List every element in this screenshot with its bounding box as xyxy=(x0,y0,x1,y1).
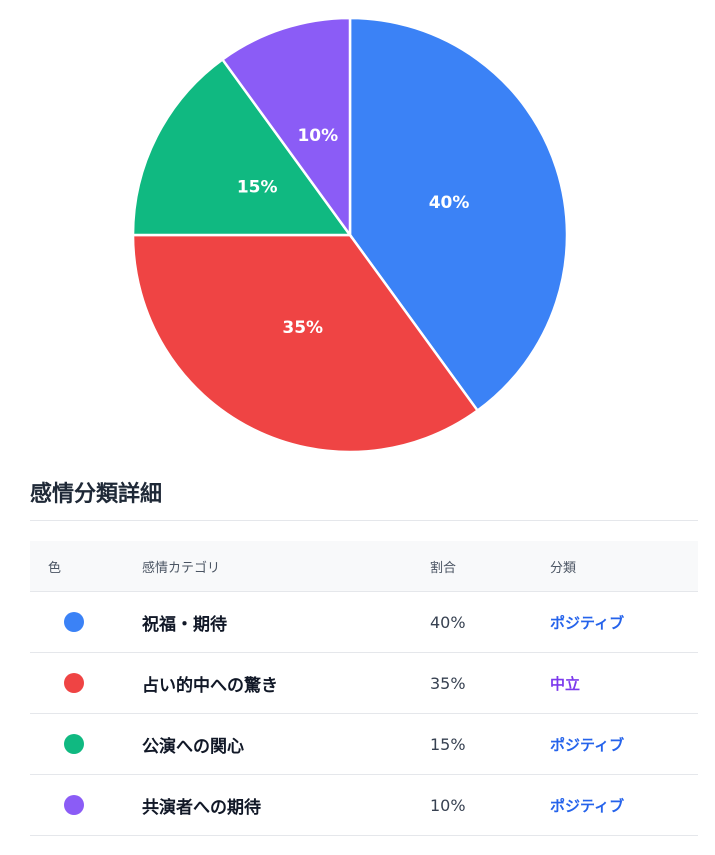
pie-slice-label: 10% xyxy=(297,126,338,146)
details-table: 色 感情カテゴリ 割合 分類 祝福・期待 40% ポジティブ 占い的中への驚き … xyxy=(30,541,698,836)
category-label: 共演者への期待 xyxy=(142,797,261,818)
table-row: 祝福・期待 40% ポジティブ xyxy=(30,592,698,653)
category-label: 祝福・期待 xyxy=(142,614,227,635)
classification-label: ポジティブ xyxy=(550,796,625,815)
title-divider xyxy=(30,520,698,521)
table-row: 占い的中への驚き 35% 中立 xyxy=(30,653,698,714)
table-header-row: 色 感情カテゴリ 割合 分類 xyxy=(30,541,698,592)
details-section: 感情分類詳細 色 感情カテゴリ 割合 分類 祝福・期待 40% ポジティブ 占い… xyxy=(30,475,698,836)
category-label: 公演への関心 xyxy=(142,736,244,757)
pie-slice-label: 15% xyxy=(237,178,278,198)
color-dot xyxy=(64,673,84,693)
classification-label: ポジティブ xyxy=(550,735,625,754)
color-dot xyxy=(64,612,84,632)
pie-slice xyxy=(131,233,480,454)
ratio-value: 15% xyxy=(430,734,466,754)
header-color: 色 xyxy=(48,560,62,576)
pie-slice xyxy=(220,16,352,239)
pie-slice xyxy=(348,16,569,413)
pie-slice-label: 40% xyxy=(429,193,470,213)
header-ratio: 割合 xyxy=(430,560,457,576)
ratio-value: 10% xyxy=(430,795,466,815)
pie-slice-label: 35% xyxy=(282,318,323,338)
header-category: 感情カテゴリ xyxy=(142,560,221,576)
ratio-value: 35% xyxy=(430,673,466,693)
sentiment-pie-chart: 40% 35% 15% 10% xyxy=(131,16,569,454)
table-row: 公演への関心 15% ポジティブ xyxy=(30,714,698,775)
ratio-value: 40% xyxy=(430,612,466,632)
color-dot xyxy=(64,795,84,815)
section-title: 感情分類詳細 xyxy=(30,482,163,507)
classification-label: ポジティブ xyxy=(550,613,625,632)
color-dot xyxy=(64,734,84,754)
classification-label: 中立 xyxy=(550,674,581,693)
pie-slice xyxy=(131,57,353,237)
header-class: 分類 xyxy=(550,560,577,576)
table-row: 共演者への期待 10% ポジティブ xyxy=(30,775,698,836)
category-label: 占い的中への驚き xyxy=(142,675,278,696)
